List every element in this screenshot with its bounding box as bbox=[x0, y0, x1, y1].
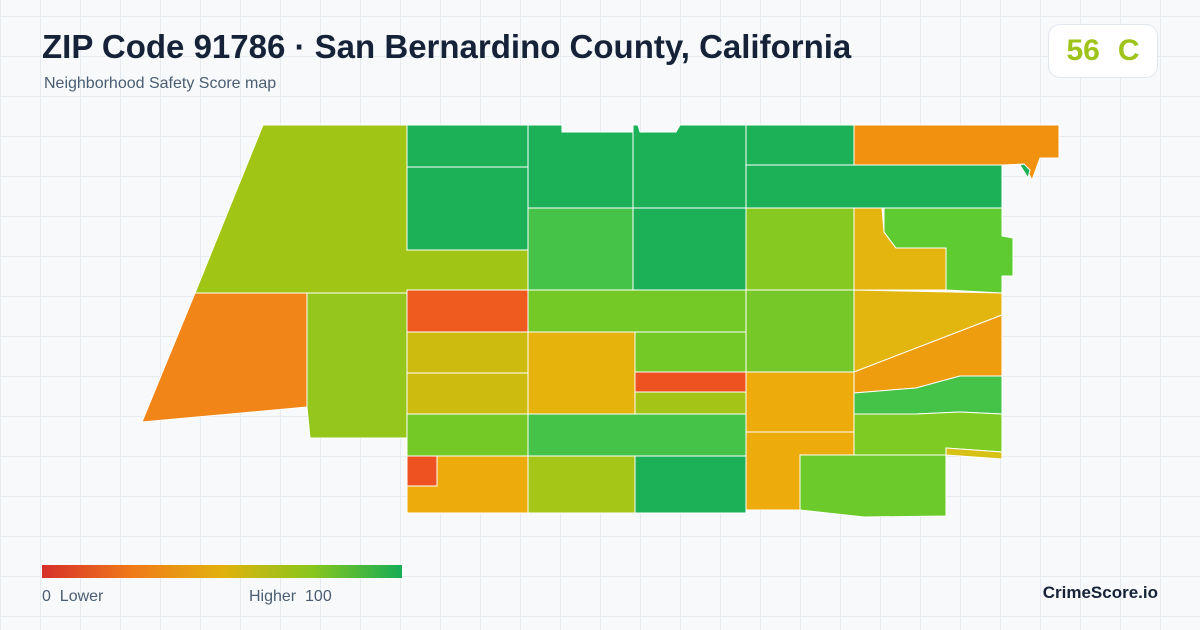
map-region[interactable] bbox=[945, 447, 1003, 460]
map-region[interactable] bbox=[406, 413, 529, 457]
map-region[interactable] bbox=[141, 292, 308, 423]
map-region[interactable] bbox=[853, 411, 1003, 456]
map-region[interactable] bbox=[406, 166, 529, 251]
map-region[interactable] bbox=[745, 289, 855, 373]
map-region[interactable] bbox=[853, 124, 1060, 182]
map-region[interactable] bbox=[406, 331, 529, 374]
map-region[interactable] bbox=[527, 455, 636, 514]
legend-low-label: 0 Lower bbox=[42, 588, 104, 605]
map-region[interactable] bbox=[527, 331, 636, 415]
map-region[interactable] bbox=[745, 371, 855, 433]
page-subtitle: Neighborhood Safety Score map bbox=[44, 75, 277, 92]
safety-score-grade: C bbox=[1117, 34, 1140, 67]
map-region[interactable] bbox=[1019, 163, 1031, 180]
map-region[interactable] bbox=[634, 371, 747, 393]
map-region[interactable] bbox=[634, 455, 747, 514]
map-region[interactable] bbox=[406, 124, 529, 168]
map-region[interactable] bbox=[745, 207, 855, 291]
map-region[interactable] bbox=[799, 454, 947, 518]
map-region[interactable] bbox=[406, 455, 438, 487]
map-region[interactable] bbox=[634, 331, 747, 373]
safety-score-card: 56 C bbox=[1048, 24, 1158, 78]
map-region[interactable] bbox=[632, 207, 747, 291]
map-region[interactable] bbox=[883, 207, 1014, 294]
map-region[interactable] bbox=[406, 289, 529, 333]
map-region[interactable] bbox=[632, 124, 747, 209]
legend-color-scale bbox=[42, 565, 402, 578]
map-region[interactable] bbox=[745, 164, 1003, 209]
brand-logo-text: CrimeScore.io bbox=[1042, 583, 1158, 602]
map-region[interactable] bbox=[306, 292, 408, 439]
map-region[interactable] bbox=[634, 391, 747, 415]
legend-high-label: Higher 100 bbox=[249, 588, 332, 605]
map-region[interactable] bbox=[527, 124, 634, 209]
map-region[interactable] bbox=[527, 413, 747, 457]
safety-score-value: 56 bbox=[1066, 34, 1100, 67]
map-region[interactable] bbox=[745, 124, 855, 166]
page-title: ZIP Code 91786 · San Bernardino County, … bbox=[42, 28, 852, 65]
map-region[interactable] bbox=[527, 207, 634, 291]
map-region[interactable] bbox=[406, 372, 529, 415]
map-region[interactable] bbox=[527, 289, 747, 333]
